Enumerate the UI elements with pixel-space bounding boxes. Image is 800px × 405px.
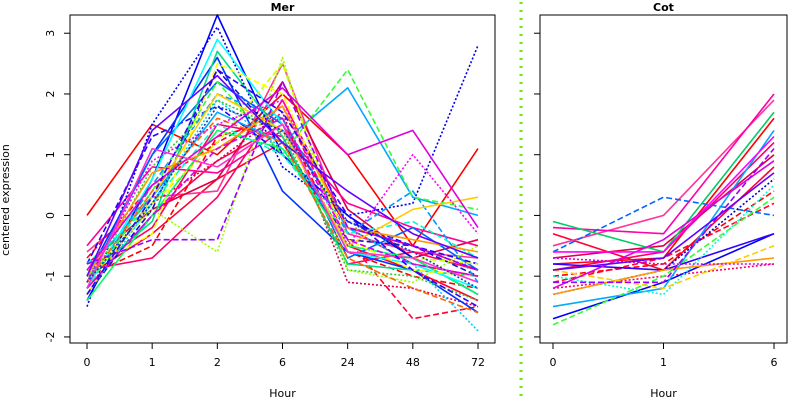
- mer-y-tick-label: 3: [44, 30, 57, 37]
- mer-y-tick-label: -2: [44, 331, 57, 342]
- cot-series-line-6: [552, 263, 775, 290]
- mer-series-group: [86, 14, 479, 332]
- mer-x-tick-label: 2: [214, 356, 221, 369]
- mer-x-axis-title: Hour: [269, 387, 296, 400]
- cot-series-line-4: [552, 99, 775, 247]
- mer-series-line-29: [86, 62, 479, 277]
- mer-series-line-27: [86, 56, 479, 284]
- cot-panel: Cot 0 1 6 Hour: [534, 1, 788, 400]
- mer-series-line-39: [86, 68, 479, 308]
- mer-series-line-31: [86, 105, 479, 277]
- mer-series-line-34: [86, 117, 479, 289]
- mer-y-tick-label: -1: [44, 271, 57, 282]
- mer-series-line-24: [86, 99, 479, 302]
- cot-series-line-21: [552, 257, 774, 265]
- mer-panel: Mer 0 1 2 6 24 48 72 -2 -1 0 1 2 3 Hour centered ex…: [0, 1, 496, 400]
- mer-series-line-37: [86, 99, 479, 283]
- cot-series-line-23: [553, 135, 775, 253]
- cot-x-axis-title: Hour: [650, 387, 677, 400]
- y-axis-title: centered expression: [0, 144, 12, 256]
- cot-series-line-19: [552, 245, 775, 290]
- mer-y-tick-label: 2: [44, 90, 57, 97]
- mer-series-line-33: [86, 87, 479, 271]
- cot-series-line-15: [552, 196, 775, 326]
- cot-x-tick-label: 0: [550, 356, 557, 369]
- mer-series-line-13: [86, 26, 479, 307]
- cot-series-line-20: [552, 160, 775, 290]
- cot-series-line-24: [552, 172, 775, 271]
- mer-series-line-25: [86, 123, 479, 265]
- cot-series-group: [552, 93, 775, 326]
- mer-x-tick-label: 48: [406, 356, 420, 369]
- cot-x-tick-label: 1: [660, 356, 667, 369]
- mer-x-tick-label: 0: [84, 356, 91, 369]
- mer-series-line-38: [86, 123, 479, 289]
- mer-y-tick-label: 0: [44, 212, 57, 219]
- cot-x-tick-label: 6: [771, 356, 778, 369]
- mer-y-tick-label: 1: [44, 151, 57, 158]
- cot-series-line-18: [552, 257, 775, 296]
- cot-x-axis: 0 1 6: [550, 343, 778, 369]
- cot-panel-title: Cot: [653, 1, 674, 14]
- mer-series-line-36: [86, 74, 479, 277]
- mer-x-tick-label: 24: [341, 356, 355, 369]
- mer-series-line-35: [86, 81, 479, 271]
- cot-y-axis: [534, 32, 540, 338]
- mer-y-axis: -2 -1 0 1 2 3: [44, 30, 70, 342]
- cot-series-line-9: [552, 93, 775, 235]
- mer-x-tick-label: 6: [279, 356, 286, 369]
- cot-series-line-22: [553, 148, 775, 284]
- mer-series-line-40: [86, 105, 479, 289]
- cot-series-line-11: [552, 196, 775, 253]
- mer-x-tick-label: 1: [149, 356, 156, 369]
- cot-series-line-7: [552, 154, 775, 259]
- cot-series-line-1: [552, 117, 775, 265]
- mer-x-axis: 0 1 2 6 24 48 72: [84, 343, 485, 369]
- mer-panel-title: Mer: [271, 1, 295, 14]
- mer-x-tick-label: 72: [471, 356, 485, 369]
